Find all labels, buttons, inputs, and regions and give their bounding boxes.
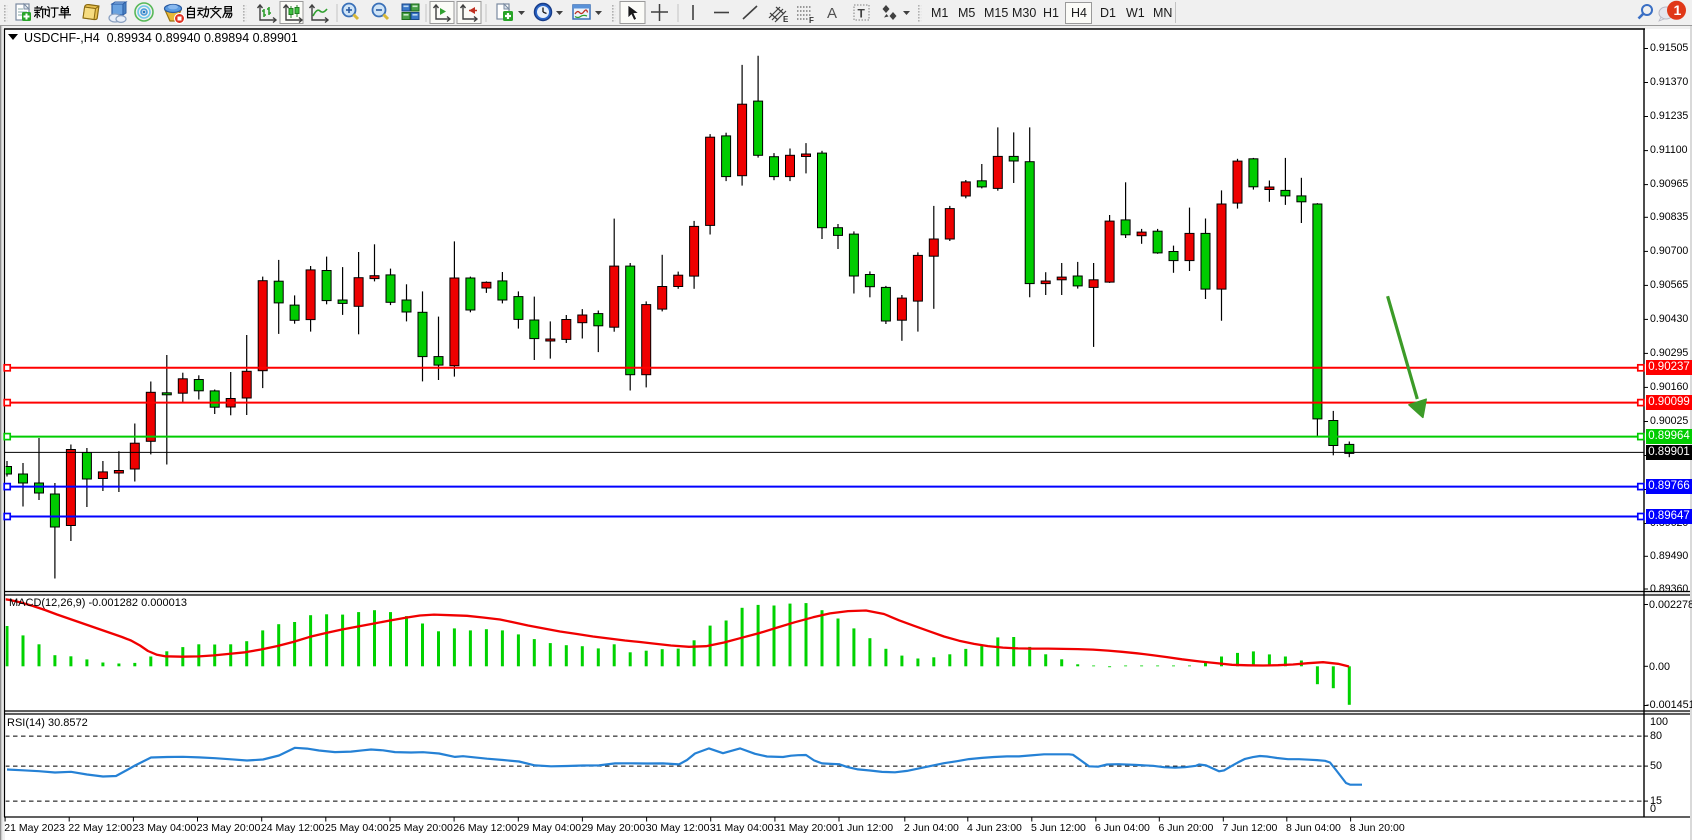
svg-text:1: 1 — [1674, 2, 1682, 18]
svg-text:T: T — [858, 7, 866, 21]
svg-text:E: E — [783, 15, 789, 24]
svg-text:A: A — [827, 5, 837, 22]
svg-text:F: F — [809, 16, 814, 25]
